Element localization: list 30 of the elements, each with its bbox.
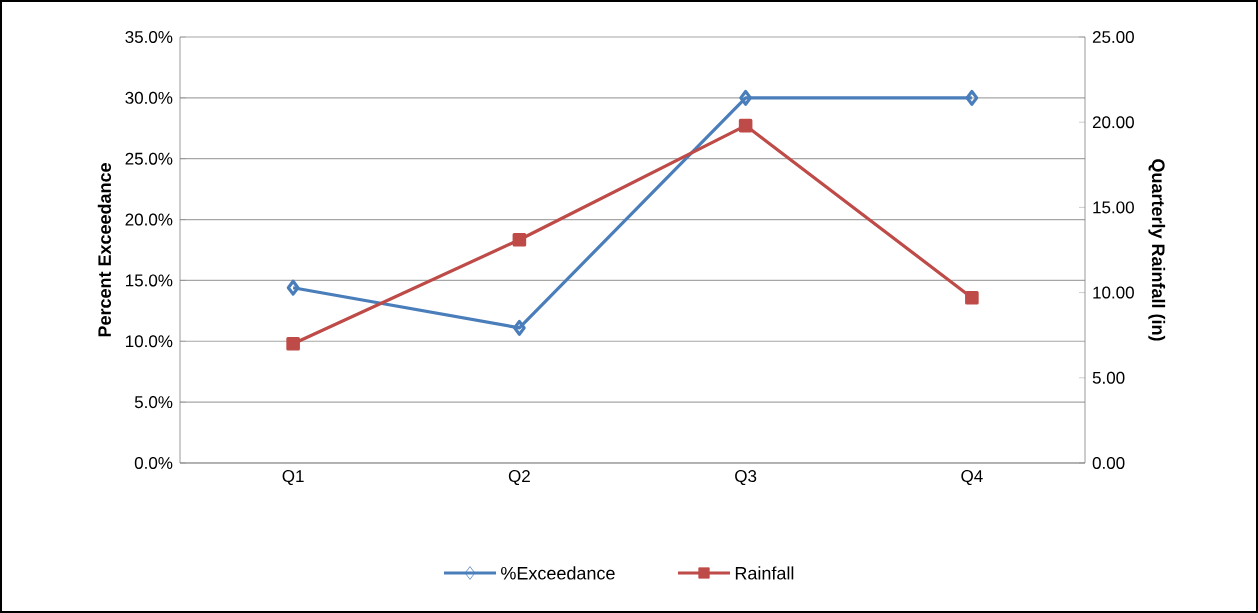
- legend-label: %Exceedance: [501, 566, 615, 580]
- y-tick-label: 30.0%: [125, 91, 173, 104]
- y-tick-label: 25.0%: [125, 152, 173, 165]
- point: [739, 89, 753, 106]
- legend-label: Rainfall: [735, 566, 794, 580]
- y2-tick-label: 5.00: [1092, 371, 1125, 384]
- y2-tick-label: 15.00: [1093, 201, 1134, 214]
- y2-tick-label: 10.00: [1093, 286, 1134, 299]
- point: [738, 118, 753, 133]
- point: [512, 232, 527, 247]
- point: [965, 290, 979, 305]
- x-tick-label: Q2: [508, 470, 530, 486]
- y2-tick-label: 20.00: [1092, 116, 1134, 129]
- y2-axis-title: Quarterly Rainfall (in): [1148, 159, 1166, 341]
- y-tick-label: 35.0%: [125, 30, 173, 43]
- point: [286, 279, 300, 296]
- x-tick-label: Q3: [735, 470, 757, 486]
- point: [512, 319, 526, 336]
- x-tick-label: Q1: [282, 470, 304, 486]
- y-tick-label: 0.0%: [134, 456, 173, 469]
- y2-tick-label: 25.00: [1092, 30, 1134, 43]
- y-tick-label: 20.0%: [125, 213, 173, 226]
- y-tick-label: 10.0%: [126, 335, 173, 348]
- y-axis-title: Percent Exceedance: [97, 163, 112, 337]
- point: [286, 336, 300, 351]
- point: [965, 89, 979, 106]
- y2-tick-label: 0.00: [1092, 456, 1125, 469]
- y-tick-label: 5.0%: [134, 396, 173, 409]
- y-tick-label: 15.0%: [126, 274, 173, 287]
- x-tick-label: Q4: [961, 470, 983, 486]
